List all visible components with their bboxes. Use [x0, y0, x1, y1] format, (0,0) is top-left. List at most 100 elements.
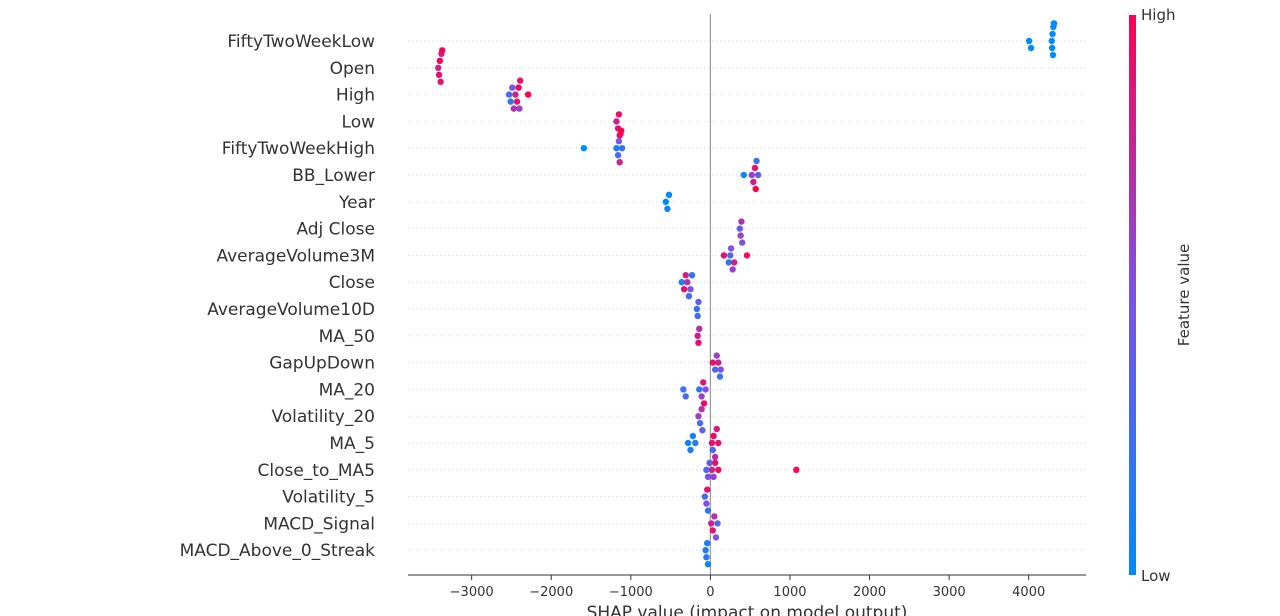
shap-point [702, 547, 709, 554]
row-guides [408, 40, 1086, 551]
shap-point [678, 279, 685, 286]
shap-point [513, 98, 521, 105]
shap-point [739, 239, 746, 246]
shap-point [618, 127, 625, 134]
shap-point [580, 145, 588, 152]
shap-point [682, 272, 689, 279]
shap-point [717, 366, 724, 373]
data-points [435, 20, 1058, 568]
shap-point [704, 561, 712, 568]
shap-point [517, 77, 524, 84]
x-tick-label: 0 [706, 585, 714, 600]
shap-point [615, 111, 623, 118]
shap-point [509, 84, 516, 91]
feature-label: BB_Lower [292, 166, 375, 186]
feature-label: MA_50 [319, 327, 375, 347]
shap-point [704, 473, 712, 480]
shap-point [709, 359, 716, 366]
shap-point [711, 453, 719, 461]
shap-point [713, 352, 720, 359]
x-tick-label: −2000 [529, 585, 573, 600]
feature-label: GapUpDown [269, 354, 375, 374]
shap-point [1025, 37, 1033, 45]
x-axis-title: SHAP value (impact on model output) [587, 603, 908, 616]
shap-point [687, 286, 694, 293]
shap-point [704, 486, 711, 493]
feature-label: FiftyTwoWeekHigh [222, 139, 375, 159]
x-tick-label: 1000 [773, 585, 806, 600]
shap-point [727, 245, 735, 252]
shap-point [618, 145, 626, 152]
feature-label: AverageVolume10D [207, 300, 375, 320]
shap-point [435, 64, 442, 72]
shap-point [706, 459, 713, 466]
shap-point [435, 71, 443, 79]
shap-point [752, 185, 759, 193]
shap-point [436, 57, 444, 64]
colorbar-title: Feature value [1175, 244, 1193, 346]
shap-point [793, 466, 800, 473]
feature-label: Volatility_20 [271, 407, 375, 427]
shap-point [703, 466, 710, 473]
shap-point [711, 513, 718, 520]
shap-point [740, 171, 748, 179]
shap-point [694, 332, 701, 339]
shap-point [699, 427, 706, 434]
colorbar-high-label: High [1141, 6, 1175, 24]
shap-point [698, 406, 705, 413]
shap-point [510, 105, 518, 112]
shap-point [707, 520, 715, 527]
shap-point [1049, 51, 1057, 59]
shap-point [710, 432, 717, 440]
shap-point [737, 232, 744, 239]
shap-point [1049, 30, 1056, 38]
shap-point [700, 379, 707, 386]
shap-point [685, 293, 693, 300]
shap-point [505, 91, 513, 98]
shap-point [512, 91, 519, 98]
shap-point [682, 393, 689, 400]
shap-point [515, 84, 522, 91]
shap-point [711, 459, 719, 466]
feature-label: Close [329, 273, 375, 293]
shap-point [616, 159, 623, 166]
shap-point [700, 400, 708, 407]
shap-point [709, 446, 716, 454]
x-tick-label: 3000 [933, 585, 966, 600]
feature-label: AverageVolume3M [216, 246, 375, 266]
shap-point [704, 507, 712, 514]
shap-point [696, 386, 703, 393]
shap-point [701, 493, 709, 500]
shap-point [687, 446, 694, 454]
feature-label: MA_20 [319, 380, 375, 400]
x-tick-label: 2000 [853, 585, 886, 600]
shap-point [615, 138, 623, 145]
shap-point [736, 225, 744, 232]
x-tick-label: −1000 [609, 585, 653, 600]
shap-point [704, 540, 711, 547]
shap-point [680, 386, 687, 393]
x-axis-ticks: −3000 −2000 −1000 0 1000 2000 3000 4000 [450, 575, 1045, 600]
shap-point [694, 312, 701, 320]
x-tick-label: −3000 [450, 585, 494, 600]
shap-point [715, 359, 722, 366]
shap-point [743, 252, 751, 259]
shap-point [708, 466, 716, 473]
shap-point [684, 279, 691, 286]
shap-point [1048, 37, 1055, 45]
shap-point [738, 218, 745, 225]
feature-label: MACD_Above_0_Streak [180, 541, 376, 561]
feature-label: Volatility_5 [282, 488, 375, 508]
shap-point [614, 152, 622, 159]
shap-point [727, 252, 734, 259]
feature-label: FiftyTwoWeekLow [227, 32, 375, 52]
shap-point [708, 439, 716, 447]
shap-point [516, 105, 523, 112]
shap-point [662, 198, 670, 205]
shap-point [748, 171, 755, 179]
shap-point [703, 554, 710, 561]
shap-point [720, 252, 728, 259]
shap-point [692, 439, 699, 447]
x-tick-label: 4000 [1012, 585, 1045, 600]
